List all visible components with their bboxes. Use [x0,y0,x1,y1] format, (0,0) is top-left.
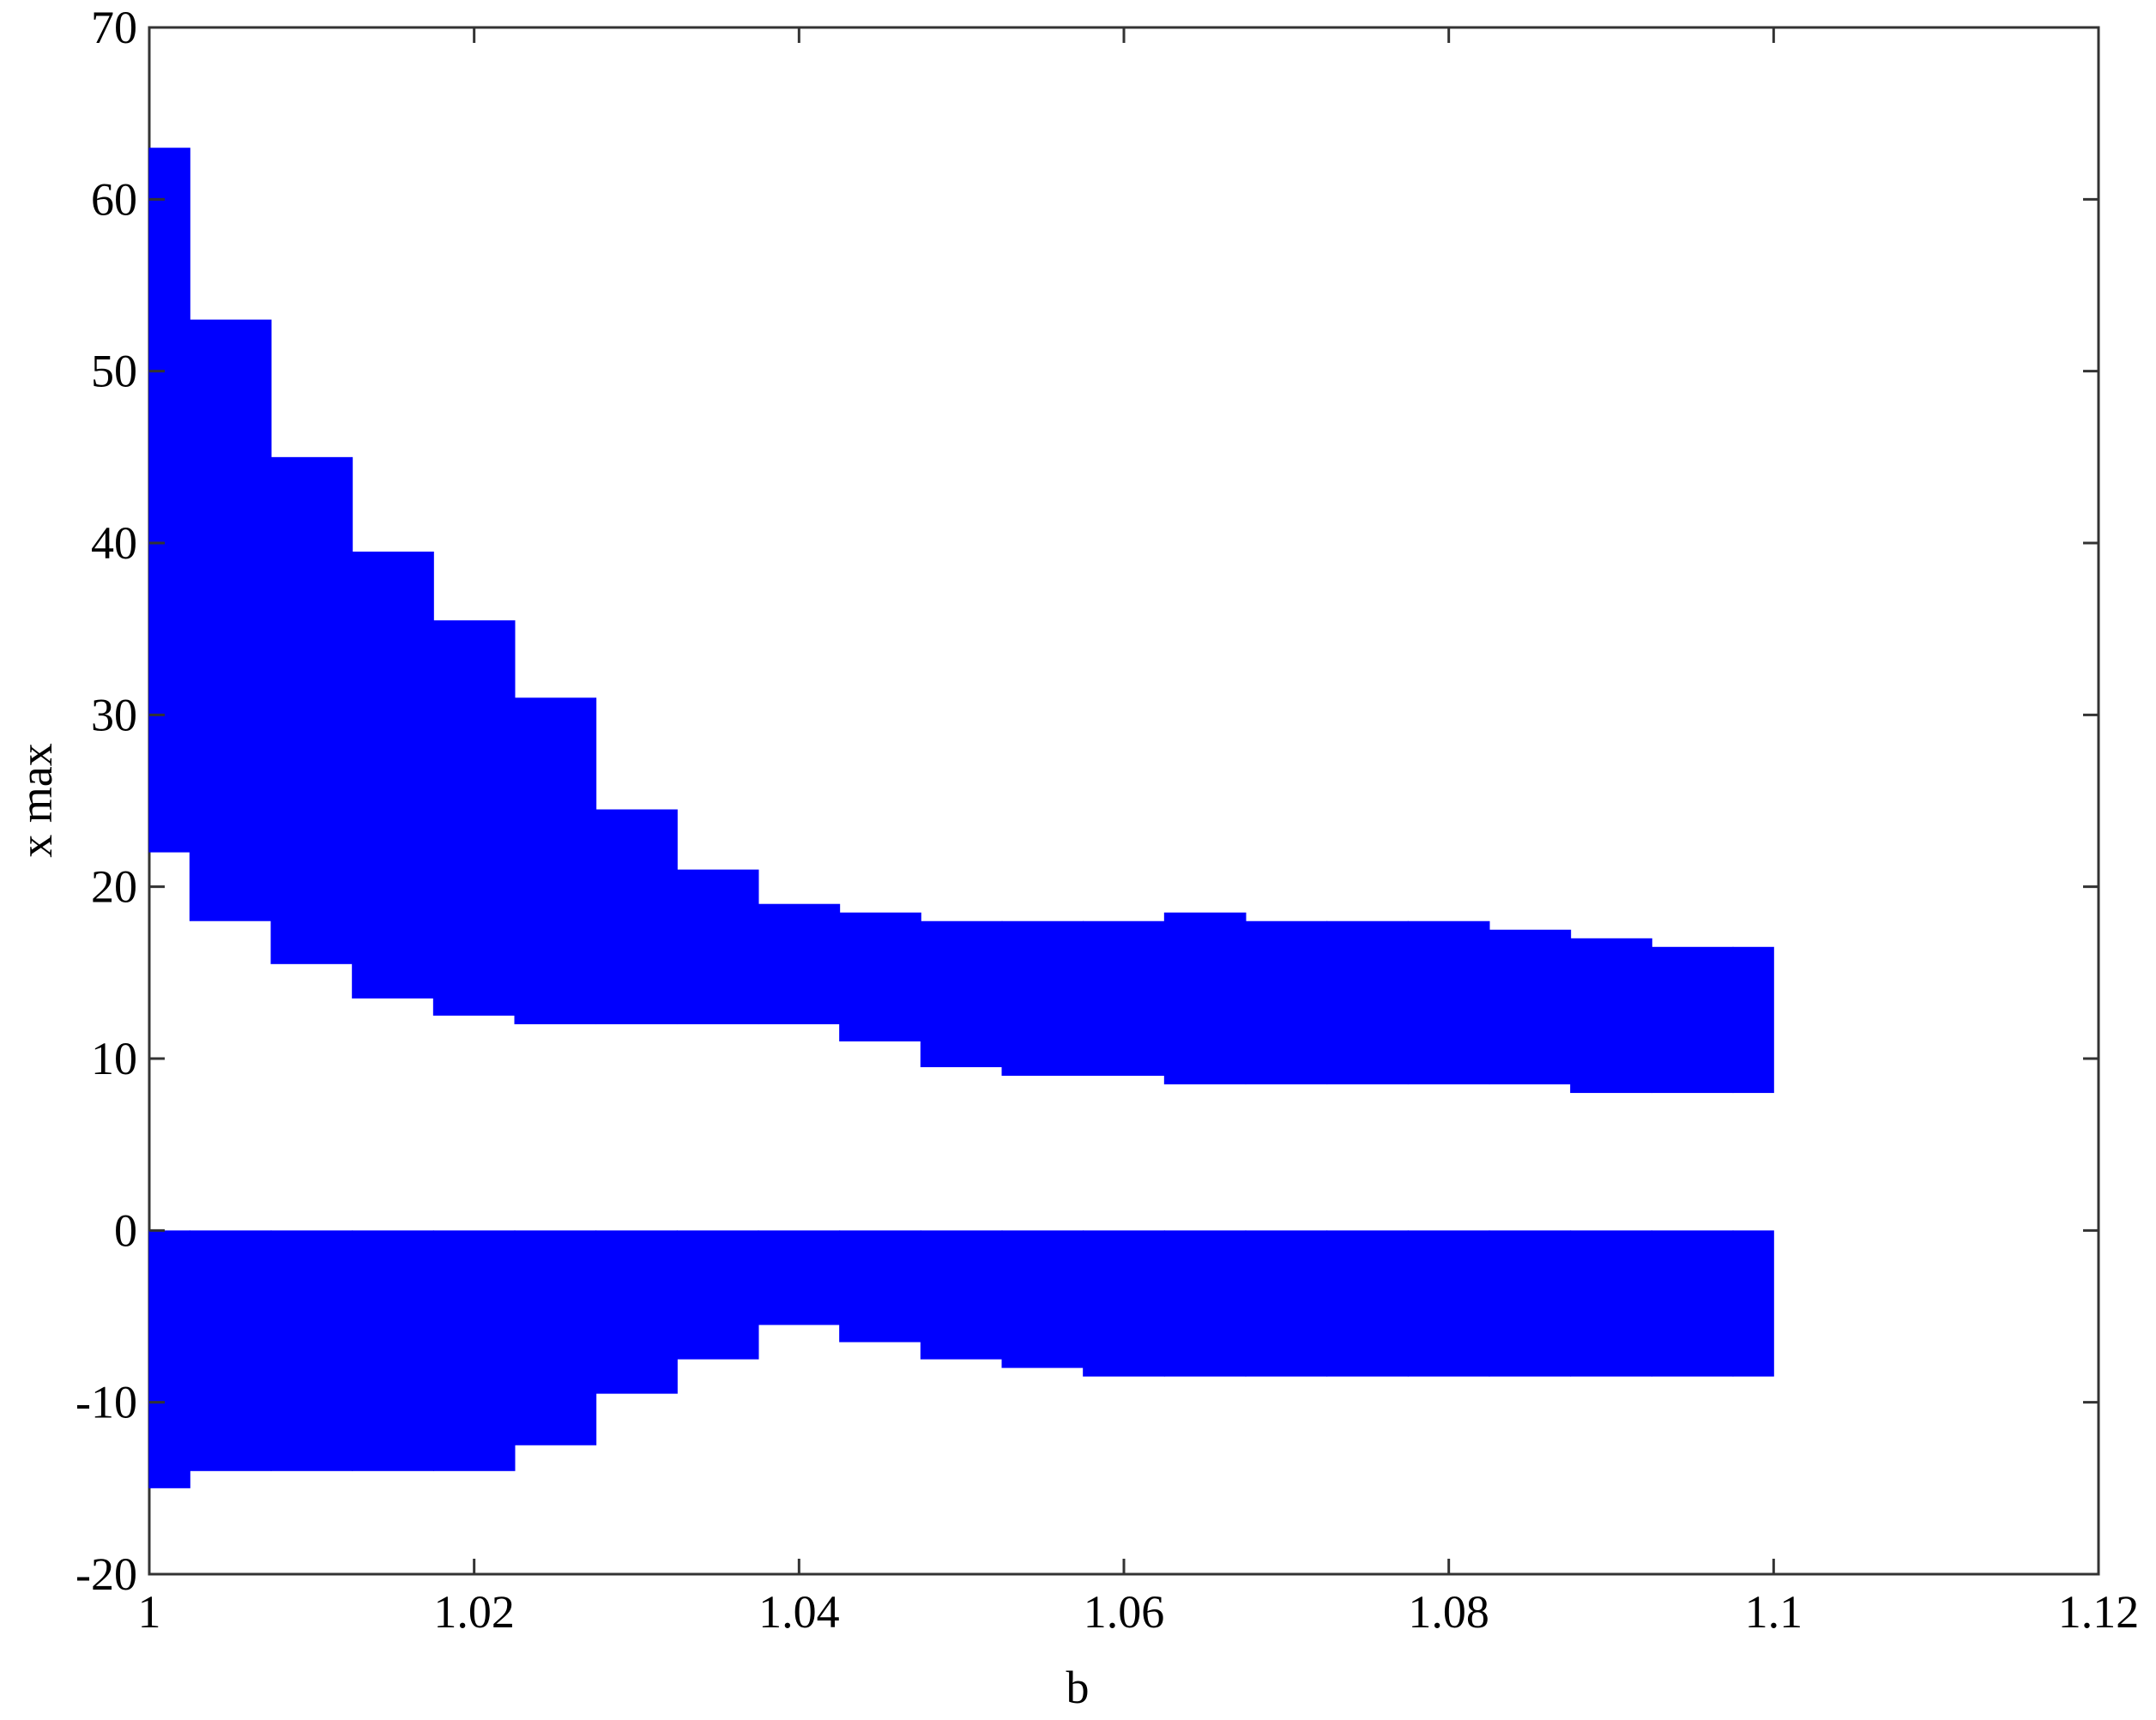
band-slice [1163,912,1247,1085]
band-slice [1570,1230,1652,1377]
band-slice [352,1230,434,1471]
x-tick-label: 1.08 [1408,1586,1489,1638]
y-tick-label: -20 [75,1548,137,1600]
band-slice [270,1230,353,1471]
x-axis-label: b [1066,1662,1090,1713]
band-slice [1083,1230,1165,1377]
band-slice [1651,1230,1734,1377]
band-slice [1326,1230,1409,1377]
band-slice [676,1230,759,1360]
band-slice [1570,938,1652,1094]
band-slice [758,1230,841,1325]
band-slice [514,697,597,1024]
band-slice [148,1230,190,1488]
y-tick-label: 0 [114,1204,137,1256]
band-slice [758,903,841,1024]
y-tick-label: 40 [91,517,137,569]
y-tick-label: 50 [91,346,137,397]
band-slice [432,620,516,1016]
band-slice [189,319,272,921]
band-slice [839,1230,921,1343]
band-slice [1651,946,1734,1094]
x-tick-label: 1.06 [1084,1586,1165,1638]
band-slice [1083,920,1165,1077]
band-slice [1407,1230,1490,1377]
y-tick-label: 60 [91,173,137,225]
band-slice [920,1230,1003,1360]
band-slice [432,1230,516,1471]
band-slice [189,1230,272,1471]
y-axis-label: x max [10,743,62,857]
x-tick-label: 1.02 [433,1586,515,1638]
band-slice [595,1230,678,1394]
band-slice [676,869,759,1024]
x-tick-label: 1.12 [2058,1586,2140,1638]
y-tick-label: 10 [91,1033,137,1084]
band-slice [1326,920,1409,1085]
band-slice [1245,1230,1328,1377]
x-tick-label: 1 [138,1586,161,1638]
band-slice [1489,929,1572,1085]
x-tick-label: 1.1 [1745,1586,1803,1638]
x-tick-label: 1.04 [758,1586,840,1638]
band-slice [514,1230,597,1445]
band-slice [1732,1230,1774,1377]
y-tick-label: -10 [75,1377,137,1428]
band-slice [595,809,678,1024]
band-slice [352,552,434,999]
y-tick-label: 30 [91,689,137,740]
band-slice [148,148,190,853]
band-slice [1489,1230,1572,1377]
band-slice [1163,1230,1247,1377]
y-tick-label: 70 [91,2,137,53]
band-slice [1001,1230,1084,1368]
band-slice [1001,920,1084,1077]
y-tick-label: 20 [91,861,137,913]
band-slice [270,456,353,964]
band-slice [1732,946,1774,1094]
band-slice [839,912,921,1041]
band-slice [1245,920,1328,1085]
band-slice [920,920,1003,1068]
band-slice [1407,920,1490,1085]
